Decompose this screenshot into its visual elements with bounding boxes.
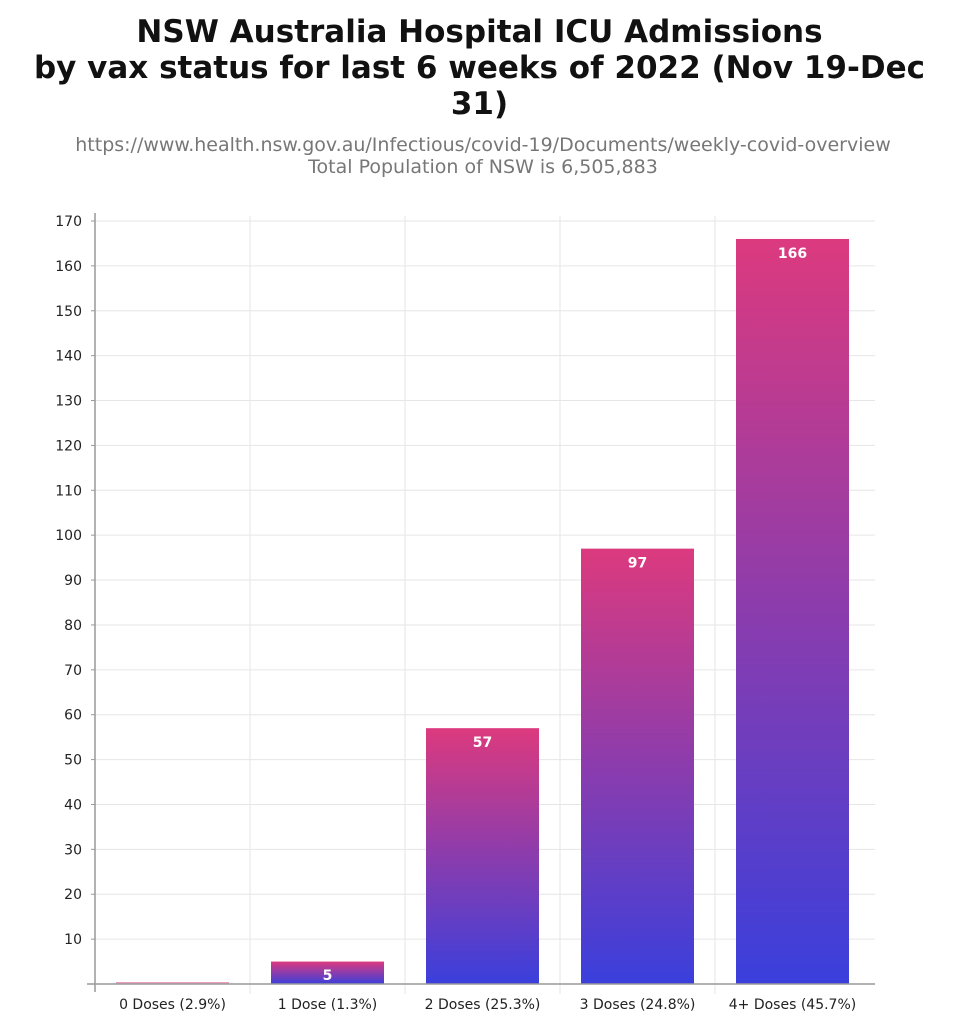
y-tick-label: 60 <box>64 708 82 724</box>
x-tick-label: 1 Dose (1.3%) <box>278 997 378 1013</box>
x-tick-label: 3 Doses (24.8%) <box>580 997 696 1013</box>
x-tick-label: 0 Doses (2.9%) <box>119 997 226 1013</box>
population-note: Total Population of NSW is 6,505,883 <box>308 156 658 178</box>
y-tick-label: 100 <box>55 528 82 544</box>
bar <box>116 982 229 984</box>
y-tick-label: 160 <box>55 259 82 275</box>
chart-subtitle: https://www.health.nsw.gov.au/Infectious… <box>0 134 959 178</box>
y-tick-label: 90 <box>64 573 82 589</box>
y-tick-label: 80 <box>64 618 82 634</box>
data-label: 5 <box>323 968 333 984</box>
bar <box>581 548 694 984</box>
bar <box>736 238 849 984</box>
bar <box>426 728 539 984</box>
y-tick-label: 130 <box>55 394 82 410</box>
y-tick-label: 150 <box>55 304 82 320</box>
data-label: 97 <box>628 556 647 572</box>
y-tick-label: 170 <box>55 214 82 230</box>
title-line-2: by vax status for last 6 weeks of 2022 (… <box>33 50 925 122</box>
x-tick-label: 4+ Doses (45.7%) <box>729 997 856 1013</box>
y-tick-label: 30 <box>64 842 82 858</box>
data-label: 57 <box>473 735 492 751</box>
y-tick-label: 40 <box>64 797 82 813</box>
data-label: 166 <box>778 246 807 262</box>
y-tick-label: 50 <box>64 753 82 769</box>
y-tick-label: 140 <box>55 349 82 365</box>
y-tick-label: 120 <box>55 438 82 454</box>
bar <box>271 961 384 984</box>
y-tick-label: 70 <box>64 663 82 679</box>
source-url: https://www.health.nsw.gov.au/Infectious… <box>75 134 891 156</box>
y-tick-label: 110 <box>55 483 82 499</box>
y-tick-label: 10 <box>64 932 82 948</box>
y-tick-label: 20 <box>64 887 82 903</box>
chart-title: NSW Australia Hospital ICU Admissions by… <box>0 14 959 122</box>
x-tick-label: 2 Doses (25.3%) <box>425 997 541 1013</box>
title-line-1: NSW Australia Hospital ICU Admissions <box>136 14 823 50</box>
